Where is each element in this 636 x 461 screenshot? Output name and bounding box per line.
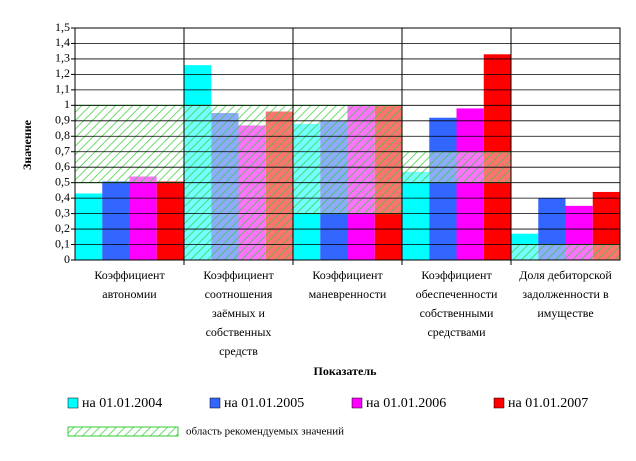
bar [102,181,130,260]
y-tick-label: 1 [64,97,70,111]
y-axis-label: Значение [20,119,34,170]
x-tick-label: Коэффициент обеспеченности собственными … [415,268,498,339]
y-tick-label: 0,2 [55,221,70,235]
y-tick-label: 0,9 [55,113,70,127]
y-tick-label: 0,3 [55,205,70,219]
y-tick-label: 0,5 [55,174,70,188]
legend-swatch [209,397,221,409]
bar [456,108,484,260]
y-tick-label: 0 [64,252,70,266]
legend-label: на 01.01.2004 [82,396,162,411]
legend-swatch [351,397,363,409]
recommended-region [292,104,403,215]
bar [402,171,430,260]
y-tick-label: 0,4 [55,190,70,204]
x-tick-label: Коэффициент автономии [94,268,165,301]
legend-swatch [493,397,505,409]
legend-swatch [67,397,79,409]
recommended-region [510,244,621,261]
y-tick-label: 1,3 [55,51,70,65]
x-tick-label: Доля дебиторской задолженности в имущест… [519,268,612,320]
legend-label: на 01.01.2006 [366,396,446,411]
x-tick-label: Коэффициент соотношения заёмных и собств… [203,268,274,358]
bar [129,176,157,260]
x-axis-label: Показатель [314,364,378,378]
bar [429,117,457,260]
legend-label: на 01.01.2005 [224,396,304,411]
y-tick-label: 1,1 [55,82,70,96]
bar [156,181,184,260]
legend-swatch [67,426,179,437]
y-tick-label: 0,6 [55,159,70,173]
legend-label: на 01.01.2007 [508,396,588,411]
y-tick-label: 0,1 [55,236,70,250]
y-tick-label: 1,2 [55,66,70,80]
y-tick-label: 1,4 [55,35,70,49]
y-tick-label: 0,7 [55,143,70,157]
y-tick-label: 1,5 [55,20,70,34]
y-tick-label: 0,8 [55,128,70,142]
plot-frame [74,27,621,261]
legend-label: область рекомендуемых значений [186,426,344,438]
recommended-region [74,104,185,184]
bar [75,193,103,260]
x-tick-label: Коэффициент маневренности [308,268,387,301]
